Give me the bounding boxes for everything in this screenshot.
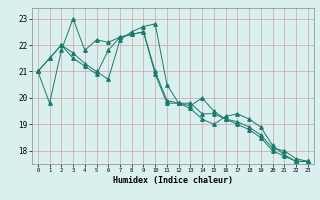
X-axis label: Humidex (Indice chaleur): Humidex (Indice chaleur) [113,176,233,185]
